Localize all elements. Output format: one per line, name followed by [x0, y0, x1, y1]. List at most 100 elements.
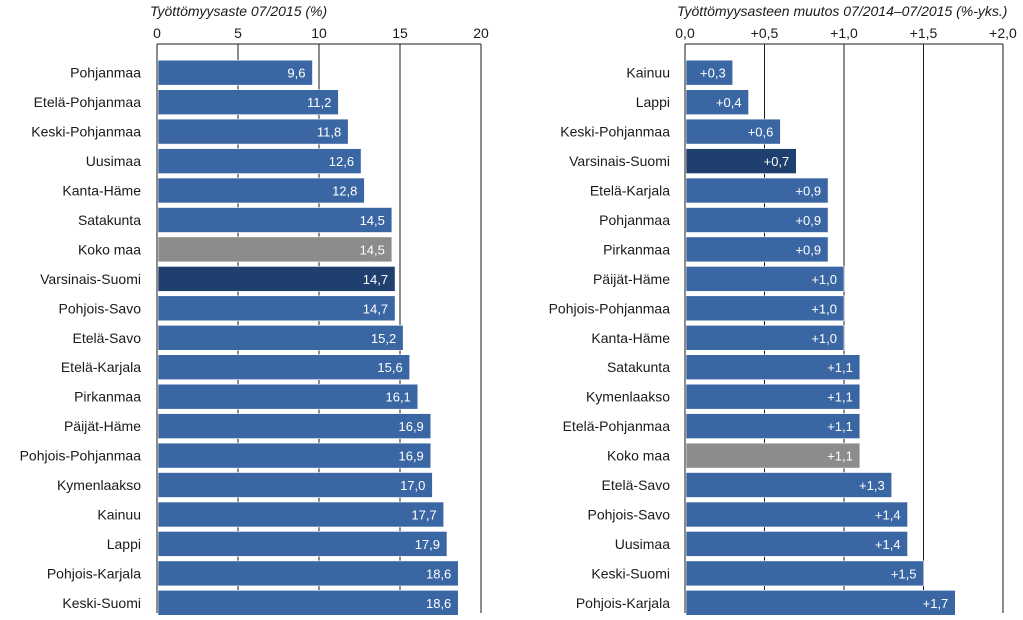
category-label: Etelä-Savo: [73, 330, 142, 346]
category-label: Lappi: [636, 94, 670, 110]
category-label: Etelä-Karjala: [590, 183, 670, 199]
data-label: 9,6: [287, 66, 305, 81]
data-label: 14,7: [363, 301, 388, 316]
data-label: +0,7: [764, 154, 790, 169]
data-label: +1,1: [827, 360, 853, 375]
category-label: Keski-Pohjanmaa: [560, 124, 670, 140]
data-label: 18,6: [426, 596, 451, 611]
chart-panel-2: Työttömyysasteen muutos 07/2014–07/2015 …: [549, 3, 1017, 616]
category-label: Kymenlaakso: [586, 389, 670, 405]
bar-keski-suomi: [157, 589, 459, 616]
bar-etelä-karjala: [685, 177, 829, 204]
bar-pohjois-pohjanmaa: [685, 295, 845, 322]
category-label: Etelä-Karjala: [61, 359, 141, 375]
bar-lappi: [157, 531, 448, 557]
bar-pirkanmaa: [157, 383, 419, 410]
bar-pohjois-savo: [157, 295, 396, 322]
category-label: Pirkanmaa: [603, 241, 670, 257]
category-label: Keski-Suomi: [591, 565, 670, 581]
data-label: 18,6: [426, 566, 451, 581]
data-label: 14,7: [363, 272, 388, 287]
category-label: Pohjois-Pohjanmaa: [20, 448, 142, 464]
bar-keski-suomi: [685, 560, 924, 587]
data-label: +1,7: [923, 596, 949, 611]
bar-etelä-savo: [157, 324, 404, 351]
bar-kanta-häme: [685, 324, 845, 351]
bar-kymenlaakso: [685, 383, 861, 410]
category-label: Varsinais-Suomi: [40, 271, 141, 287]
category-label: Kanta-Häme: [591, 330, 670, 346]
category-label: Kymenlaakso: [57, 477, 141, 493]
chart-title: Työttömyysasteen muutos 07/2014–07/2015 …: [677, 3, 1007, 19]
x-tick-label: 0,0: [675, 25, 695, 41]
category-label: Pohjois-Karjala: [47, 565, 141, 581]
data-label: 17,7: [411, 508, 436, 523]
category-label: Pohjois-Pohjanmaa: [549, 300, 671, 316]
category-label: Etelä-Pohjanmaa: [34, 94, 142, 110]
chart-panel-1: Työttömyysaste 07/2015 (%) 0 5 10 15 20 Pohjan…: [20, 3, 489, 616]
bar-kanta-häme: [157, 177, 365, 204]
bar-etelä-pohjanmaa: [157, 89, 339, 115]
category-label: Kanta-Häme: [62, 183, 141, 199]
category-label: Etelä-Pohjanmaa: [563, 418, 671, 434]
chart-title: Työttömyysaste 07/2015 (%): [150, 3, 327, 19]
category-label: Uusimaa: [86, 153, 141, 169]
bar-päijät-häme: [685, 266, 845, 292]
data-label: 15,2: [371, 331, 396, 346]
bar-lappi: [685, 89, 749, 115]
data-label: +1,1: [827, 449, 853, 464]
category-label: Uusimaa: [615, 536, 670, 552]
data-label: 16,9: [398, 449, 423, 464]
data-label: +1,1: [827, 419, 853, 434]
category-label: Pirkanmaa: [74, 389, 141, 405]
category-label: Päijät-Häme: [593, 271, 670, 287]
bar-satakunta: [157, 207, 393, 233]
bar-pohjanmaa: [685, 207, 829, 233]
data-label: 11,8: [317, 125, 341, 140]
data-label: +1,1: [827, 390, 853, 405]
bar-varsinais-suomi: [685, 148, 797, 174]
x-tick-label: 0: [153, 25, 161, 41]
bar-keski-pohjanmaa: [157, 118, 349, 145]
category-label: Pohjois-Karjala: [576, 595, 670, 611]
data-label: 12,6: [329, 154, 354, 169]
category-label: Satakunta: [607, 359, 670, 375]
data-label: +0,4: [716, 95, 742, 110]
category-label: Pohjois-Savo: [59, 300, 142, 316]
data-label: +0,9: [795, 242, 821, 257]
data-label: +1,0: [811, 331, 837, 346]
category-label: Koko maa: [78, 241, 141, 257]
data-label: +1,4: [875, 508, 901, 523]
category-label: Satakunta: [78, 212, 141, 228]
data-label: +1,0: [811, 272, 837, 287]
bar-pohjanmaa: [157, 59, 313, 86]
bar-kainuu: [157, 501, 445, 528]
data-label: 16,9: [398, 419, 423, 434]
bar-etelä-karjala: [157, 354, 410, 381]
data-label: 14,5: [360, 213, 385, 228]
category-label: Pohjanmaa: [599, 212, 670, 228]
data-label: 11,2: [307, 95, 331, 110]
bar-kymenlaakso: [157, 472, 433, 498]
data-label: +0,9: [795, 213, 821, 228]
bar-uusimaa: [685, 531, 908, 557]
data-label: +0,6: [748, 125, 774, 140]
category-label: Varsinais-Suomi: [569, 153, 670, 169]
x-tick-label: +0,5: [751, 25, 779, 41]
data-label: 17,0: [400, 478, 425, 493]
bar-etelä-savo: [685, 472, 892, 498]
category-label: Pohjanmaa: [70, 65, 141, 81]
data-label: 17,9: [415, 537, 440, 552]
data-label: +0,3: [700, 66, 726, 81]
data-label: 12,8: [332, 184, 357, 199]
data-label: +1,0: [811, 301, 837, 316]
data-label: 14,5: [360, 242, 385, 257]
x-tick-label: +2,0: [989, 25, 1017, 41]
category-label: Kainuu: [97, 507, 141, 523]
bar-uusimaa: [157, 148, 362, 174]
bar-etelä-pohjanmaa: [685, 413, 861, 439]
bar-varsinais-suomi: [157, 266, 396, 292]
category-label: Päijät-Häme: [64, 418, 141, 434]
